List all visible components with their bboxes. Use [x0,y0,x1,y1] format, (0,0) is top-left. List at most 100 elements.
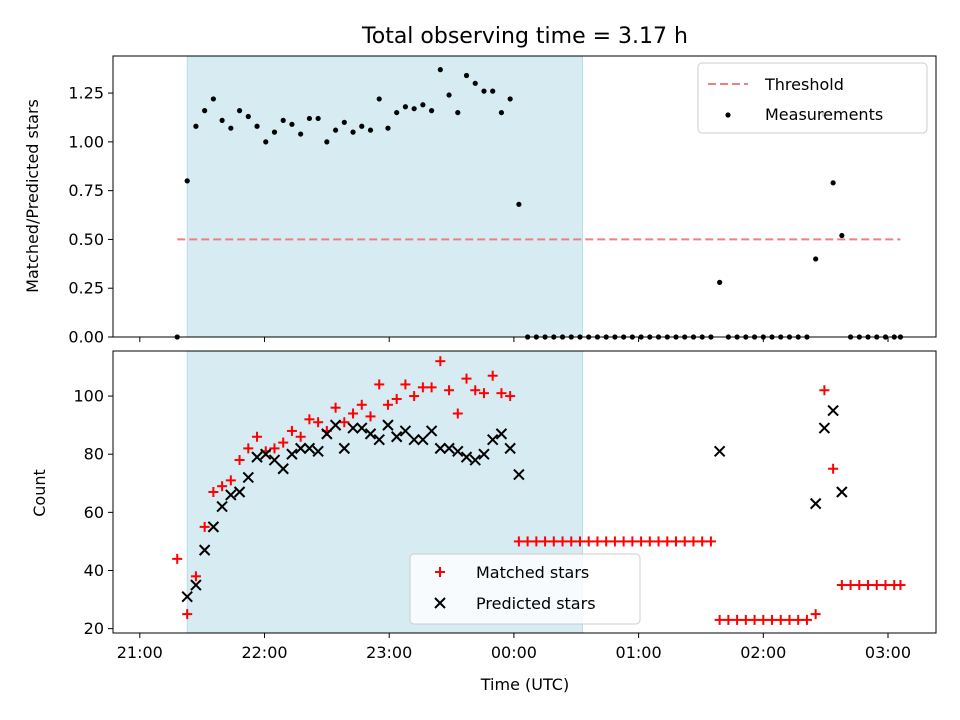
data-point [455,109,461,116]
data-point [443,442,455,455]
data-point [225,489,237,501]
data-point [399,425,412,437]
legend-predicted-swatch [434,597,446,609]
data-point [830,180,836,186]
data-point [662,536,673,547]
data-point [487,370,498,381]
y-tick-label: 60 [84,503,104,522]
data-point [315,115,321,122]
data-point [469,454,481,466]
data-point [306,115,312,122]
y-tick-label: 80 [84,445,104,464]
data-point [644,536,655,547]
data-point [505,391,516,402]
data-point [481,88,487,94]
data-point [574,536,585,547]
data-point [402,104,409,110]
data-point [723,614,734,625]
data-point [190,571,201,582]
data-point [225,475,236,486]
data-point [446,92,452,98]
data-point [278,437,289,448]
data-point [548,536,559,547]
data-point [374,379,385,390]
data-point [193,123,199,129]
data-point [271,129,278,135]
data-point [653,536,664,547]
data-point [460,451,473,463]
data-point [243,443,254,454]
data-point [627,536,638,547]
data-point [286,425,297,436]
series-predicted-stars [181,404,848,603]
legend-predicted-label: Predicted stars [476,594,596,613]
data-point [713,445,726,458]
data-point [461,373,472,384]
data-point [277,463,289,475]
data-point [420,102,426,108]
y-tick-label: 0.75 [68,181,104,200]
data-point [199,521,210,532]
data-point [871,580,882,591]
data-point [863,580,874,591]
data-point [190,579,202,591]
data-point [618,536,629,547]
data-point [801,614,812,625]
data-point [181,590,193,603]
legend-box [697,62,928,134]
data-point [601,536,612,547]
data-point [836,486,848,498]
data-point [269,443,280,454]
data-point [356,399,367,410]
data-point [350,129,356,135]
data-point [408,433,420,446]
data-point [463,72,470,79]
data-point [400,379,411,390]
data-point [429,108,435,114]
data-point [208,487,219,497]
data-point [280,117,286,123]
data-point [784,614,795,625]
x-tick-label: 01:00 [616,643,662,662]
data-point [705,536,716,547]
data-point [202,108,208,114]
data-point [880,580,891,591]
y-tick-label: 100 [73,387,104,406]
y-tick-label: 0.25 [68,279,104,298]
data-point [839,232,845,239]
data-point [364,428,377,440]
data-point [312,445,324,458]
top-y-axis-label: Matched/Predicted stars [23,99,42,293]
chart-title: Total observing time = 3.17 h [361,24,688,49]
data-point [444,385,455,396]
data-point [236,108,243,114]
data-point [566,536,577,547]
data-point [390,431,403,443]
data-point [472,80,478,86]
data-point [425,425,438,437]
data-point [330,402,341,413]
data-point [688,536,699,547]
data-point [504,442,516,455]
data-point [498,109,505,116]
data-point [210,96,216,102]
data-point [385,125,391,131]
legend-bottom: Matched stars Predicted stars [409,553,641,625]
data-point [426,382,437,393]
data-point [609,536,620,547]
y-tick-label: 40 [84,561,104,580]
data-point [470,385,481,396]
x-tick-label: 23:00 [366,643,412,662]
data-point [810,609,821,620]
data-point [394,109,400,116]
data-point [819,385,830,396]
data-point [671,536,682,547]
data-point [286,448,298,460]
data-point [219,117,225,123]
axes-frame [112,55,937,338]
data-point [254,123,260,129]
data-point [409,391,420,402]
x-tick-label: 00:00 [491,643,537,662]
data-point [376,96,382,102]
data-point [216,500,228,513]
